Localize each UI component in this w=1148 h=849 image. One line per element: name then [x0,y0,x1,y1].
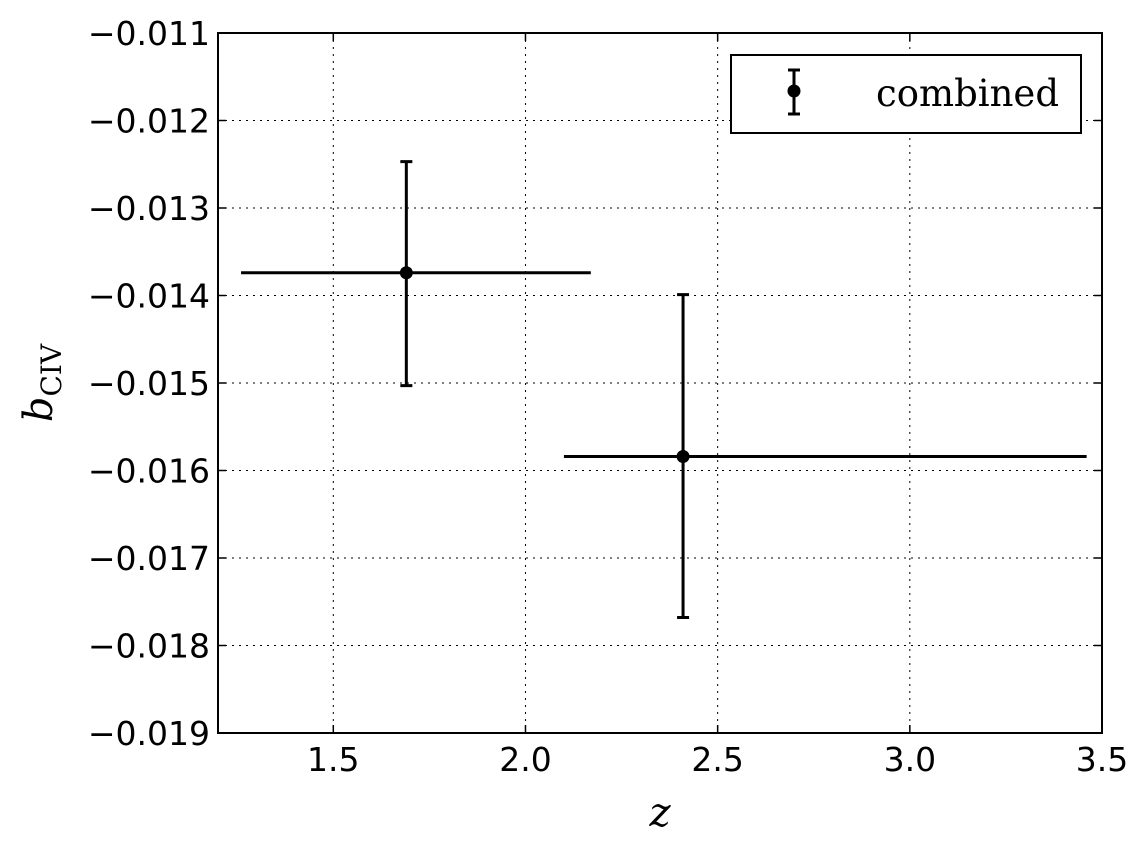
plot-area [241,160,1087,619]
y-tick-labels: −0.011 −0.012 −0.013 −0.014 −0.015 −0.016 −0.0… [88,14,210,753]
legend-label-combined: combined [876,72,1059,115]
grid [218,32,1103,734]
data-point-group [563,293,1087,619]
y-axis-label: bCIV [16,343,68,422]
data-point-group [241,160,591,388]
data-point [399,266,413,280]
x-tick-label: 3.0 [884,740,936,779]
x-tick-label: 3.5 [1076,740,1128,779]
y-tick-label: −0.018 [88,627,210,666]
data-point [676,450,690,463]
y-tick-label: −0.013 [88,189,210,228]
tick-marks [218,32,1103,734]
x-axis-label: z [648,790,671,836]
y-tick-label: −0.017 [88,539,210,578]
y-tick-label: −0.012 [88,102,210,141]
y-axis-label-subscript: CIV [35,343,68,396]
y-tick-label: −0.015 [88,364,210,403]
y-axis-label-main: b [16,397,62,423]
x-tick-label: 2.0 [499,740,551,779]
y-tick-label: −0.011 [88,14,210,53]
x-tick-label: 2.5 [691,740,743,779]
y-tick-label: −0.019 [88,714,210,753]
legend-marker [787,84,801,98]
y-tick-label: −0.014 [88,277,210,316]
y-tick-label: −0.016 [88,452,210,491]
x-tick-labels: 1.5 2.0 2.5 3.0 3.5 [307,740,1128,779]
x-tick-label: 1.5 [307,740,359,779]
legend: combined [730,54,1082,134]
